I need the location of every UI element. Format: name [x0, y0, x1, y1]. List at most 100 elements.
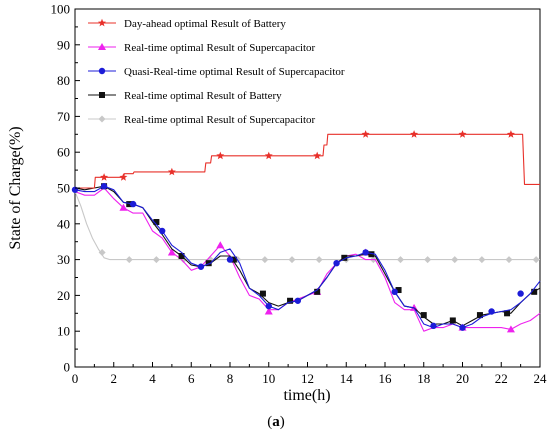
data-point-star [167, 167, 176, 176]
y-tick-label: 30 [57, 252, 70, 267]
data-point-square [504, 310, 511, 317]
subfigure-caption: (a) [267, 414, 285, 430]
data-point-circle [430, 322, 437, 330]
series-circle-group [71, 183, 541, 331]
x-tick-label: 22 [495, 371, 508, 386]
x-tick-label: 18 [417, 371, 430, 386]
y-tick-label: 50 [57, 181, 70, 196]
data-point-star [100, 173, 109, 181]
y-tick-label: 40 [57, 216, 70, 231]
legend: Day-ahead optimal Result of Battery Real-… [88, 18, 345, 126]
data-point-star [361, 130, 370, 138]
data-point-diamond [288, 256, 296, 264]
y-tick-label: 70 [57, 109, 70, 124]
data-point-triangle [167, 248, 176, 256]
legend-marker-triangle [98, 43, 106, 50]
data-point-triangle [216, 241, 225, 249]
legend-entry: Quasi-Real-time optimal Result of Superc… [88, 66, 345, 78]
legend-label: Real-time optimal Result of Supercapacit… [124, 114, 316, 126]
x-tick-label: 4 [149, 371, 156, 386]
data-point-star [313, 151, 322, 160]
data-point-square [314, 288, 321, 295]
data-point-star [506, 130, 515, 138]
y-axis-label: State of Charge(%) [7, 126, 24, 249]
data-point-diamond [451, 256, 459, 264]
data-point-circle [488, 308, 495, 315]
legend-marker-circle [98, 67, 106, 75]
series-line [74, 191, 540, 261]
data-point-diamond [315, 256, 323, 264]
x-tick-label: 0 [72, 371, 79, 386]
data-point-diamond [152, 256, 160, 264]
series-star-group [75, 130, 540, 189]
plot-frame [74, 8, 541, 368]
data-point-circle [517, 290, 524, 297]
data-point-circle [226, 256, 234, 263]
data-point-diamond [505, 256, 513, 264]
data-point-square [395, 287, 402, 294]
data-point-square [476, 312, 483, 319]
x-tick-label: 20 [456, 371, 469, 386]
x-tick-label: 12 [301, 371, 314, 386]
legend-marker-diamond [98, 115, 106, 123]
series-diamond-group [74, 191, 540, 264]
y-tick-label: 60 [57, 145, 70, 160]
data-point-circle [459, 324, 466, 331]
legend-marker-square [99, 92, 105, 98]
data-point-diamond [397, 256, 404, 264]
data-point-square [449, 317, 456, 324]
data-point-square [178, 253, 185, 260]
legend-entry: Real-time optimal Result of Supercapacit… [88, 114, 316, 126]
data-point-circle [197, 263, 205, 270]
data-point-circle [129, 200, 137, 208]
legend-label: Real-time optimal Result of Supercapacit… [124, 42, 316, 54]
y-tick-label: 90 [57, 37, 70, 52]
data-point-circle [100, 183, 108, 190]
data-point-diamond [424, 256, 432, 264]
x-axis-label: time(h) [283, 387, 330, 404]
data-point-circle [158, 227, 166, 235]
data-point-square [230, 256, 237, 263]
legend-label: Quasi-Real-time optimal Result of Superc… [124, 66, 345, 78]
x-tick-label: 24 [534, 371, 548, 386]
x-tick-label: 8 [227, 371, 234, 386]
legend-label: Day-ahead optimal Result of Battery [124, 18, 286, 30]
data-point-circle [391, 288, 398, 296]
data-point-star [410, 130, 419, 138]
legend-marker-star [98, 18, 106, 27]
x-tick-label: 14 [340, 371, 354, 386]
data-point-diamond [478, 256, 486, 264]
y-tick-label: 0 [64, 360, 71, 375]
data-point-square [287, 297, 294, 304]
data-point-star [458, 130, 467, 138]
data-point-square [205, 260, 212, 267]
axis-layer: 0 2 4 6 8 10 12 14 16 18 20 22 240102030405060708090… [51, 2, 548, 387]
data-point-diamond [261, 256, 269, 264]
data-point-square [341, 254, 348, 261]
data-point-circle [294, 297, 302, 304]
legend-label: Real-time optimal Result of Battery [124, 90, 282, 102]
data-point-star [216, 151, 225, 160]
data-point-diamond [125, 256, 133, 264]
y-tick-label: 100 [51, 2, 71, 17]
data-point-triangle [264, 307, 273, 315]
data-point-square [126, 201, 133, 208]
legend-entry: Day-ahead optimal Result of Battery [88, 18, 286, 30]
data-point-star [119, 173, 128, 181]
data-point-diamond [98, 248, 106, 256]
data-point-circle [265, 302, 272, 310]
data-point-star [264, 151, 273, 160]
data-point-triangle [506, 325, 515, 333]
series-layer [71, 130, 541, 333]
data-point-diamond [532, 256, 540, 264]
y-tick-label: 10 [57, 324, 70, 339]
x-tick-label: 6 [188, 371, 195, 386]
y-tick-label: 80 [57, 73, 70, 88]
x-tick-label: 16 [379, 371, 393, 386]
data-point-triangle [119, 203, 128, 211]
legend-entry: Real-time optimal Result of Battery [88, 90, 282, 102]
x-tick-label: 10 [262, 371, 275, 386]
data-point-square [153, 219, 160, 226]
legend-entry: Real-time optimal Result of Supercapacit… [88, 42, 316, 54]
